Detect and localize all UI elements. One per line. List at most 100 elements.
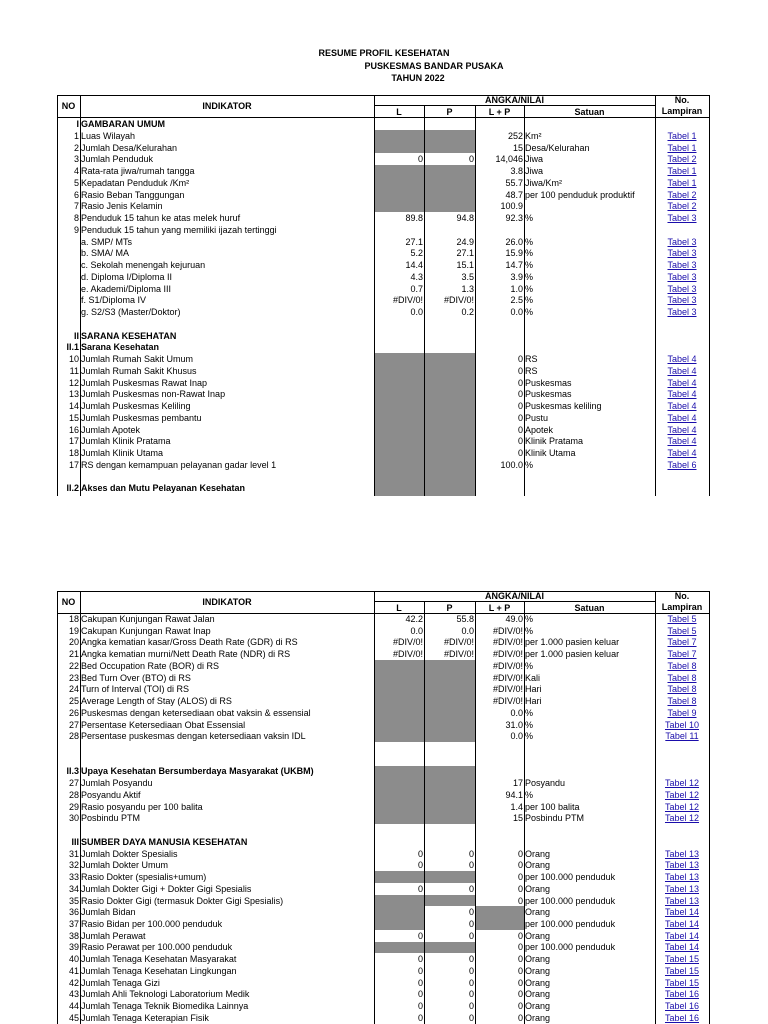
lampiran-link[interactable]: Tabel 4 <box>667 401 697 411</box>
lampiran-link[interactable]: Tabel 1 <box>667 142 697 153</box>
lampiran-link[interactable]: Tabel 7 <box>667 637 697 648</box>
lampiran-link[interactable]: Tabel 16 <box>664 1012 700 1023</box>
lampiran-link[interactable]: Tabel 13 <box>664 860 700 871</box>
lampiran-link[interactable]: Tabel 3 <box>667 260 697 270</box>
indicator: Posbindu PTM <box>81 813 141 824</box>
lampiran-link[interactable]: Tabel 4 <box>667 436 697 447</box>
lampiran-link[interactable]: Tabel 4 <box>667 389 697 400</box>
value-cell: 0 <box>517 860 523 871</box>
row-number: 41 <box>68 965 79 976</box>
lampiran-link[interactable]: Tabel 8 <box>667 696 697 707</box>
lampiran-link[interactable]: Tabel 1 <box>667 177 697 188</box>
unit: % <box>525 731 534 742</box>
lampiran-link[interactable]: Tabel 14 <box>664 930 700 941</box>
indicator: Rata-rata jiwa/rumah tangga <box>81 166 195 176</box>
lampiran-link[interactable]: Tabel 13 <box>664 883 700 894</box>
unit: Orang <box>525 907 551 918</box>
lampiran-link[interactable]: Tabel 2 <box>667 189 697 200</box>
lampiran-link[interactable]: Tabel 12 <box>664 789 700 800</box>
indicator: GAMBARAN UMUM <box>81 119 165 129</box>
lampiran-link[interactable]: Tabel 9 <box>667 707 697 718</box>
unit: per 100.000 penduduk <box>525 942 616 953</box>
lampiran-link[interactable]: Tabel 13 <box>664 872 700 883</box>
lampiran-link[interactable]: Tabel 16 <box>664 1001 700 1012</box>
indicator: Jumlah Dokter Gigi + Dokter Gigi Spesial… <box>81 883 252 894</box>
lampiran-link[interactable]: Tabel 13 <box>664 895 700 906</box>
lampiran-link[interactable]: Tabel 3 <box>667 236 697 247</box>
value-cell: 0 <box>517 965 523 976</box>
lampiran-link[interactable]: Tabel 8 <box>667 672 697 683</box>
column-header: Satuan <box>574 107 605 117</box>
doc-subtitle: PUSKESMAS BANDAR PUSAKA <box>364 61 504 71</box>
lampiran-link[interactable]: Tabel 15 <box>664 954 700 965</box>
indicator: Jumlah Penduduk <box>81 154 154 165</box>
lampiran-link[interactable]: Tabel 12 <box>664 801 700 812</box>
value-cell: 0 <box>417 883 423 894</box>
border <box>524 105 525 496</box>
lampiran-link[interactable]: Tabel 14 <box>664 942 700 953</box>
value-cell: #DIV/0! <box>443 637 474 648</box>
lampiran-link[interactable]: Tabel 13 <box>664 848 700 859</box>
unit: Posbindu PTM <box>525 813 585 824</box>
value-cell: 0 <box>517 848 523 859</box>
lampiran-link[interactable]: Tabel 1 <box>667 166 697 176</box>
row-number: II.1 <box>66 342 79 353</box>
value-cell: 27.1 <box>405 236 423 247</box>
lampiran-link[interactable]: Tabel 8 <box>667 660 697 671</box>
lampiran-link[interactable]: Tabel 2 <box>667 201 697 212</box>
lampiran-link[interactable]: Tabel 3 <box>667 295 697 306</box>
lampiran-link[interactable]: Tabel 12 <box>664 778 700 789</box>
value-cell: 0 <box>517 412 523 423</box>
lampiran-link[interactable]: Tabel 14 <box>664 918 700 929</box>
border <box>424 601 425 1024</box>
lampiran-link[interactable]: Tabel 15 <box>664 965 700 976</box>
value-cell: 0.7 <box>410 283 423 294</box>
lampiran-link[interactable]: Tabel 4 <box>667 424 697 435</box>
lampiran-link[interactable]: Tabel 4 <box>667 365 697 376</box>
border <box>374 591 375 1024</box>
unit: Jiwa <box>525 154 544 165</box>
row-number: 15 <box>68 412 79 423</box>
lampiran-link[interactable]: Tabel 3 <box>667 307 697 317</box>
indicator: Jumlah Dokter Spesialis <box>81 848 178 859</box>
indicator: Rasio Jenis Kelamin <box>81 201 163 212</box>
lampiran-link[interactable]: Tabel 8 <box>667 684 697 695</box>
value-cell: 0.0 <box>410 307 423 317</box>
column-header: NO <box>61 101 76 111</box>
lampiran-link[interactable]: Tabel 7 <box>667 649 697 660</box>
value-cell: 0 <box>468 930 474 941</box>
lampiran-link[interactable]: Tabel 3 <box>667 271 697 282</box>
border <box>374 601 655 602</box>
value-cell: 15 <box>512 142 523 153</box>
value-cell: 0 <box>517 436 523 447</box>
lampiran-link[interactable]: Tabel 3 <box>667 213 697 223</box>
unit: per 1.000 pasien keluar <box>525 649 620 660</box>
row-number: 31 <box>68 848 79 859</box>
border <box>57 117 710 118</box>
lampiran-link[interactable]: Tabel 4 <box>667 354 697 364</box>
lampiran-link[interactable]: Tabel 5 <box>667 614 697 624</box>
lampiran-link[interactable]: Tabel 4 <box>667 412 697 423</box>
lampiran-link[interactable]: Tabel 4 <box>667 377 697 388</box>
indicator: Jumlah Desa/Kelurahan <box>81 142 178 153</box>
lampiran-link[interactable]: Tabel 14 <box>664 907 700 918</box>
lampiran-link[interactable]: Tabel 3 <box>667 283 697 294</box>
value-cell: #DIV/0! <box>492 696 523 707</box>
value-cell: 0 <box>517 930 523 941</box>
lampiran-link[interactable]: Tabel 10 <box>664 719 700 730</box>
lampiran-link[interactable]: Tabel 6 <box>667 459 697 470</box>
unit: Orang <box>525 860 551 871</box>
lampiran-link[interactable]: Tabel 4 <box>667 448 697 458</box>
lampiran-link[interactable]: Tabel 1 <box>667 130 697 141</box>
lampiran-link[interactable]: Tabel 11 <box>665 731 699 742</box>
lampiran-link[interactable]: Tabel 15 <box>664 977 700 988</box>
lampiran-link[interactable]: Tabel 2 <box>667 154 697 165</box>
unit: % <box>525 248 534 259</box>
lampiran-link[interactable]: Tabel 12 <box>664 813 700 824</box>
lampiran-link[interactable]: Tabel 16 <box>664 989 700 1000</box>
value-cell: 1.0 <box>510 283 523 294</box>
lampiran-link[interactable]: Tabel 3 <box>667 248 697 259</box>
lampiran-link[interactable]: Tabel 5 <box>667 625 697 636</box>
row-number: 12 <box>68 377 79 388</box>
indicator: Angka kematian murni/Nett Death Rate (ND… <box>81 649 291 660</box>
